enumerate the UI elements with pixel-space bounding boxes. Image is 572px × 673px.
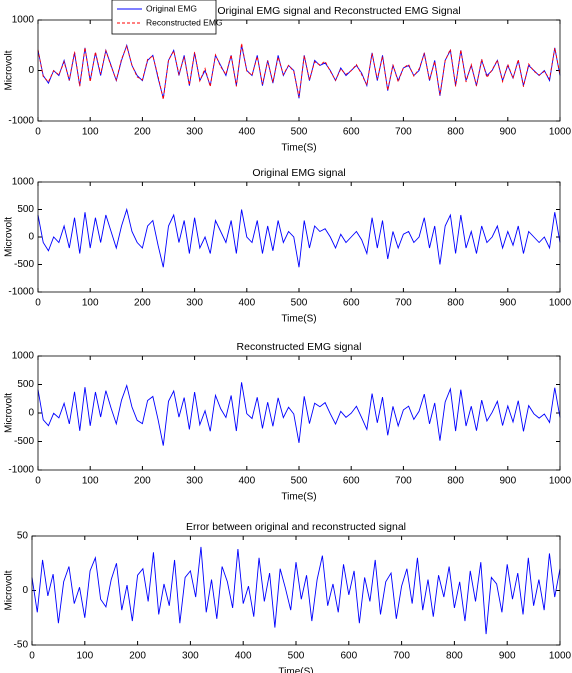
y-tick-label: 50 (17, 531, 29, 542)
x-tick-label: 500 (291, 476, 308, 487)
x-tick-label: 1000 (549, 127, 572, 138)
x-tick-label: 600 (343, 127, 360, 138)
legend-label: Original EMG (146, 3, 197, 13)
chart-title: Original EMG signal (252, 167, 345, 179)
x-tick-label: 900 (499, 651, 516, 662)
x-tick-label: 700 (393, 651, 410, 662)
plot-frame (31, 535, 561, 646)
x-tick-label: 900 (499, 476, 516, 487)
plot-frame (37, 19, 561, 122)
legend-box (111, 0, 217, 35)
x-tick-label: 700 (395, 298, 412, 309)
x-tick-label: 1000 (549, 476, 572, 487)
x-tick-label: 600 (340, 651, 357, 662)
y-axis-label: Microvolt (4, 570, 15, 610)
x-tick-label: 400 (235, 651, 252, 662)
x-tick-label: 800 (447, 476, 464, 487)
x-tick-label: 300 (186, 298, 203, 309)
x-tick-label: 500 (291, 298, 308, 309)
x-tick-label: 0 (35, 476, 41, 487)
x-tick-label: 100 (82, 127, 99, 138)
x-axis-label: Time(S) (281, 143, 316, 154)
series-line (37, 43, 561, 99)
x-tick-label: 800 (446, 651, 463, 662)
x-tick-label: 700 (395, 127, 412, 138)
x-tick-label: 800 (447, 298, 464, 309)
x-tick-label: 600 (343, 476, 360, 487)
x-axis-label: Time(S) (281, 314, 316, 325)
x-tick-label: 900 (499, 298, 516, 309)
y-tick-label: -500 (14, 259, 34, 270)
y-tick-label: 0 (22, 585, 28, 596)
y-tick-label: 500 (17, 379, 34, 390)
x-tick-label: 0 (35, 298, 41, 309)
x-tick-label: 800 (447, 127, 464, 138)
x-axis-label: Time(S) (278, 667, 313, 673)
x-axis-label: Time(S) (281, 492, 316, 503)
y-tick-label: -1000 (8, 287, 34, 298)
x-tick-label: 200 (134, 127, 151, 138)
x-tick-label: 1000 (549, 651, 572, 662)
x-tick-label: 900 (499, 127, 516, 138)
y-tick-label: 1000 (12, 351, 35, 362)
x-tick-label: 200 (129, 651, 146, 662)
series-line (37, 43, 561, 100)
x-tick-label: 0 (35, 127, 41, 138)
y-tick-label: 0 (28, 65, 34, 76)
y-tick-label: -500 (14, 436, 34, 447)
x-tick-label: 600 (343, 298, 360, 309)
x-tick-label: 200 (134, 476, 151, 487)
chart-title: Original EMG signal and Reconstructed EM… (217, 5, 460, 17)
x-tick-label: 100 (82, 298, 99, 309)
x-tick-label: 400 (238, 127, 255, 138)
x-tick-label: 1000 (549, 298, 572, 309)
y-axis-label: Microvolt (4, 50, 15, 90)
x-tick-label: 400 (238, 476, 255, 487)
x-tick-label: 400 (238, 298, 255, 309)
y-tick-label: 500 (17, 204, 34, 215)
x-tick-label: 100 (82, 476, 99, 487)
series-line (31, 546, 561, 635)
x-tick-label: 300 (186, 127, 203, 138)
chart-title: Reconstructed EMG signal (237, 341, 362, 353)
y-tick-label: 0 (28, 232, 34, 243)
x-tick-label: 300 (182, 651, 199, 662)
y-tick-label: 0 (28, 408, 34, 419)
y-tick-label: 1000 (12, 15, 35, 26)
series-line (37, 207, 561, 268)
x-tick-label: 0 (29, 651, 35, 662)
x-tick-label: 200 (134, 298, 151, 309)
plot-frame (37, 181, 561, 293)
x-tick-label: 300 (186, 476, 203, 487)
y-axis-label: Microvolt (4, 217, 15, 257)
y-tick-label: 1000 (12, 177, 35, 188)
y-axis-label: Microvolt (4, 393, 15, 433)
series-line (37, 382, 561, 446)
x-tick-label: 700 (395, 476, 412, 487)
x-tick-label: 500 (291, 127, 308, 138)
x-tick-label: 500 (288, 651, 305, 662)
x-tick-label: 100 (76, 651, 93, 662)
y-tick-label: -1000 (8, 116, 34, 127)
legend-label: Reconstructed EMG (146, 17, 223, 27)
y-tick-label: -1000 (8, 465, 34, 476)
chart-title: Error between original and reconstructed… (186, 521, 406, 533)
y-tick-label: -50 (14, 640, 29, 651)
plot-frame (37, 355, 561, 471)
